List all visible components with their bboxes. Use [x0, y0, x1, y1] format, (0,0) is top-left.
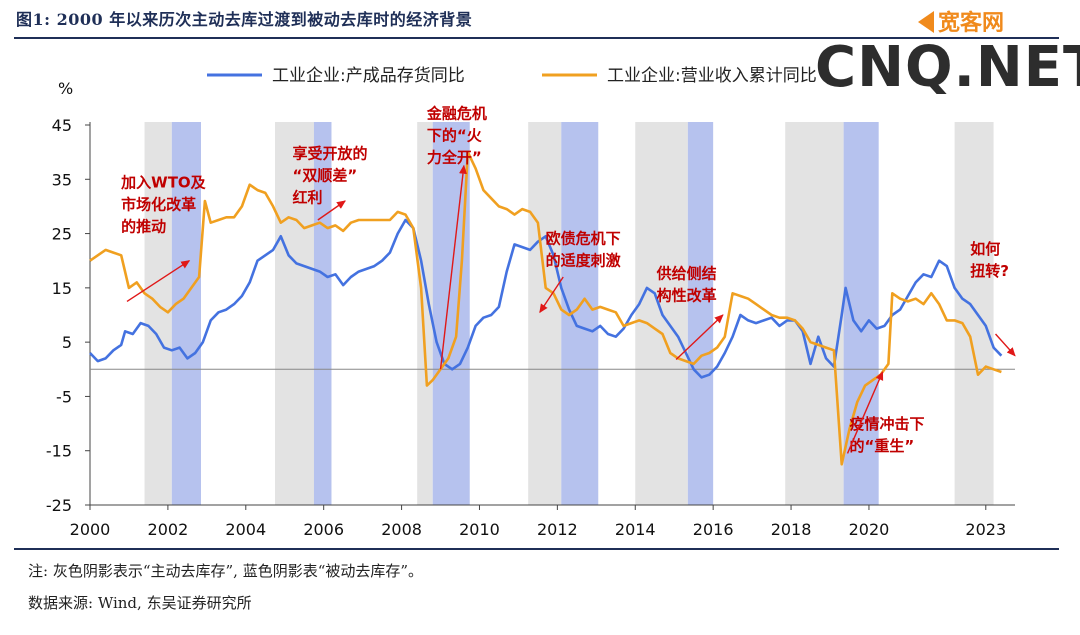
annotation-line: 加入WTO及	[120, 173, 207, 191]
annotation-line: 疫情冲击下	[849, 415, 924, 433]
shade-active-10	[785, 122, 844, 505]
x-tick-label: 2020	[849, 520, 890, 539]
x-tick-label: 2012	[537, 520, 578, 539]
y-tick-label: 35	[52, 170, 72, 189]
annotation-line: 供给侧结	[656, 265, 717, 283]
watermark-small-text: 宽客网	[938, 11, 1005, 36]
annotation-line: 红利	[293, 189, 323, 207]
x-tick-label: 2000	[70, 520, 111, 539]
annotation-line: 享受开放的	[293, 145, 368, 163]
shade-active-12	[954, 122, 994, 505]
title-rule	[14, 37, 1059, 39]
x-tick-label: 2002	[148, 520, 189, 539]
watermark-small: 宽客网	[918, 5, 1004, 37]
legend-label-0: 工业企业:产成品存货同比	[272, 66, 465, 86]
x-tick-label: 2008	[381, 520, 422, 539]
shade-passive-11	[843, 122, 879, 505]
shade-active-6	[528, 122, 562, 505]
y-axis-label: %	[58, 79, 73, 98]
x-tick-label: 2018	[771, 520, 812, 539]
x-tick-label: 2023	[965, 520, 1006, 539]
y-tick-label: 25	[52, 225, 72, 244]
annotation-arrow	[439, 164, 467, 370]
annotation-line: 的“重生”	[849, 437, 914, 455]
annotation-line: 力全开”	[427, 148, 482, 166]
x-tick-label: 2004	[225, 520, 266, 539]
shade-passive-5	[432, 122, 470, 505]
shade-active-4	[417, 122, 433, 505]
series-line-1	[89, 150, 1002, 466]
chart: -25 -15 -5 5 15 25 35 45% 2000 2002 2004 2006 2008 20…	[46, 66, 1016, 539]
annotation-arrow	[846, 371, 884, 454]
y-tick-label: -5	[56, 387, 72, 406]
y-tick-label: 5	[62, 333, 72, 352]
chart-source: 数据来源: Wind, 东吴证券研究所	[28, 594, 252, 612]
y-tick-label: 15	[52, 279, 72, 298]
shade-passive-1	[171, 122, 201, 505]
y-tick-label: -25	[46, 496, 72, 515]
legend-label-1: 工业企业:营业收入累计同比	[607, 66, 817, 86]
annotation-1: 享受开放的 “双顺差” 红利	[293, 145, 368, 221]
chart-note: 注: 灰色阴影表示“主动去库存”, 蓝色阴影表“被动去库存”。	[28, 562, 424, 580]
y-tick-label: 45	[52, 116, 72, 135]
x-tick-label: 2006	[303, 520, 344, 539]
watermark-arrow-icon	[918, 11, 934, 33]
annotation-line: 的适度刺激	[546, 251, 622, 269]
annotation-line: 下的“火	[427, 126, 483, 144]
annotation-line: 构性改革	[657, 287, 717, 305]
watermark-big: CNQ.NET	[815, 35, 1080, 100]
shade-passive-9	[687, 122, 714, 505]
annotation-arrow	[317, 200, 346, 221]
annotation-line: 市场化改革	[121, 195, 196, 213]
shade-passive-3	[313, 122, 332, 505]
annotation-arrow	[675, 314, 724, 361]
annotation-arrow	[995, 333, 1016, 357]
annotation-line: 扭转?	[970, 262, 1009, 280]
x-tick-label: 2016	[693, 520, 734, 539]
x-tick-label: 2010	[459, 520, 500, 539]
annotation-arrow	[539, 276, 564, 314]
annotation-line: 金融危机	[426, 104, 487, 122]
shade-active-0	[144, 122, 172, 505]
shade-active-2	[275, 122, 314, 505]
y-tick-label: -15	[46, 442, 72, 461]
annotation-line: “双顺差”	[293, 167, 358, 185]
annotation-line: 欧债危机下	[546, 229, 621, 247]
bottom-rule	[14, 548, 1059, 550]
annotation-line: 如何	[970, 240, 1000, 258]
x-tick-label: 2014	[615, 520, 656, 539]
annotation-line: 的推动	[121, 217, 166, 235]
figure-title: 图1: 2000 年以来历次主动去库过渡到被动去库时的经济背景	[16, 10, 473, 29]
series-line-0	[89, 218, 1003, 379]
annotation-arrow	[126, 260, 191, 303]
